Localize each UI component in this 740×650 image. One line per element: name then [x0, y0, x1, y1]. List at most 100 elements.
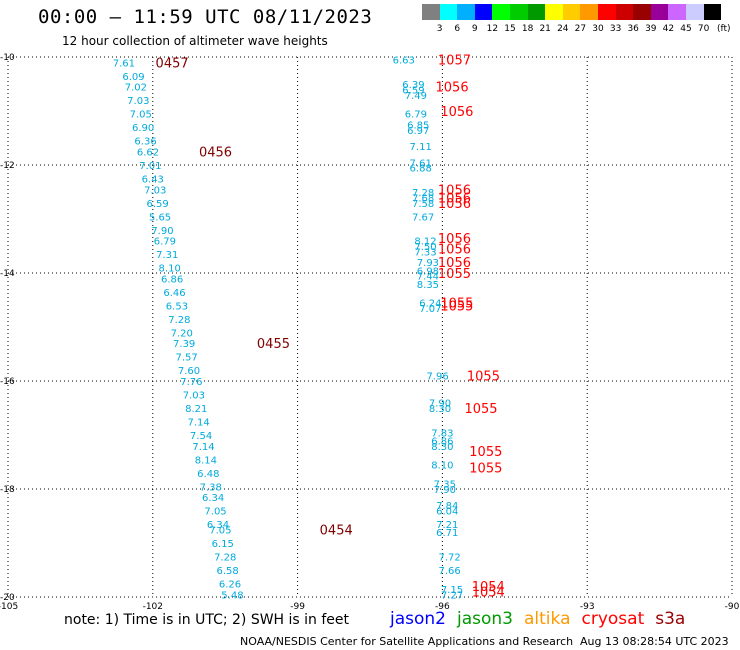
y-tick-label: -20 — [0, 593, 15, 603]
track1-swh-label: 7.39 — [173, 339, 195, 350]
track2-time-label: 1055 — [440, 297, 473, 312]
track2-time-label: 1056 — [438, 232, 471, 247]
track2-swh-label: 7.33 — [414, 247, 436, 258]
colorbar-swatch — [492, 4, 510, 20]
colorbar-label: 15 — [504, 24, 516, 34]
track2-swh-label: 7.90 — [429, 399, 451, 410]
track2-swh-label: 6.04 — [436, 507, 458, 518]
satellite-legend: jason2 jason3 altika cryosat s3a — [390, 609, 696, 629]
track1-swh-label: 6.36 — [134, 137, 156, 148]
track2-swh-label: 8.30 — [429, 404, 451, 415]
track1-swh-label: 7.38 — [200, 482, 222, 493]
track1-swh-label: 7.05 — [130, 110, 152, 121]
track2-time-label: 1055 — [438, 267, 471, 282]
track2-time-label: 1056 — [438, 191, 471, 206]
track1-swh-label: 7.05 — [209, 526, 231, 537]
track2-swh-label: 7.61 — [410, 158, 432, 169]
page-subtitle: 12 hour collection of altimeter wave hei… — [62, 34, 328, 48]
satellite-jason3: jason3 — [457, 609, 513, 629]
track1-swh-label: 6.34 — [202, 493, 224, 504]
colorbar-swatch — [615, 4, 634, 20]
track1-swh-label: 7.90 — [151, 226, 173, 237]
track1-swh-label: 7.05 — [204, 507, 226, 518]
y-tick-label: -12 — [0, 161, 15, 171]
track1-swh-label: 8.10 — [159, 264, 181, 275]
track1-swh-label: 6.48 — [197, 469, 219, 480]
track2-swh-label: 8.30 — [431, 442, 453, 453]
colorbar-swatch — [668, 4, 686, 20]
track1-swh-label: 6.09 — [122, 72, 144, 83]
track2-time-label: 1055 — [467, 370, 500, 385]
colorbar-label: 3 — [436, 24, 443, 34]
colorbar-swatch — [562, 4, 581, 20]
track2-time-label: 1056 — [438, 256, 471, 271]
track2-time-label: 1054 — [472, 580, 505, 595]
satellite-s3a: s3a — [655, 609, 686, 629]
track2-swh-label: 7.44 — [417, 272, 439, 283]
colorbar-swatch — [527, 4, 546, 20]
track1-swh-label: 6.59 — [146, 199, 168, 210]
colorbar-label: 39 — [645, 24, 657, 34]
track1-swh-label: 7.60 — [178, 366, 200, 377]
track2-swh-label: 7.96 — [426, 372, 448, 383]
track1-swh-label: 6.58 — [216, 566, 238, 577]
track1-swh-label: 7.01 — [139, 161, 161, 172]
track1-swh-label: 6.34 — [207, 520, 229, 531]
track1-swh-label: 6.62 — [137, 148, 159, 159]
colorbar-label: 30 — [592, 24, 604, 34]
track1-swh-label: 7.02 — [125, 83, 147, 94]
track2-swh-label: 7.67 — [412, 212, 434, 223]
track2-swh-label: 7.21 — [436, 520, 458, 531]
x-tick-label: -96 — [435, 602, 450, 612]
colorbar-label: 36 — [627, 24, 639, 34]
track2-swh-label: 7.35 — [434, 480, 456, 491]
track2-time-label: 1056 — [438, 243, 471, 258]
track2-time-label: 1056 — [438, 197, 471, 212]
track1-swh-label: 6.90 — [132, 123, 154, 134]
track2-swh-label: 6.85 — [407, 121, 429, 132]
colorbar-swatch — [686, 4, 704, 20]
colorbar-swatch — [457, 4, 475, 20]
track1-swh-label: 7.14 — [188, 418, 210, 429]
track2-time-label: 1055 — [464, 402, 497, 417]
track2-swh-label: 6.24 — [419, 299, 441, 310]
track2-swh-label: 7.83 — [431, 428, 453, 439]
track2-time-label: 1056 — [438, 183, 471, 198]
track1-time-label: 0455 — [257, 337, 290, 352]
x-tick-label: -90 — [725, 602, 740, 612]
y-tick-label: -16 — [0, 377, 15, 387]
colorbar-swatch — [580, 4, 598, 20]
track2-swh-label: 6.88 — [410, 164, 432, 175]
colorbar-label: 33 — [609, 24, 622, 34]
track2-swh-label: 7.68 — [412, 193, 434, 204]
track2-swh-label: 6.79 — [405, 110, 427, 121]
track1-swh-label: 6.86 — [161, 274, 183, 285]
track1-swh-label: 6.43 — [142, 175, 164, 186]
track2-swh-label: 8.12 — [414, 237, 436, 248]
colorbar-swatch — [474, 4, 493, 20]
track1-swh-label: 8.21 — [185, 404, 207, 415]
track1-swh-label: 7.03 — [144, 185, 166, 196]
track2-swh-label: 7.11 — [410, 142, 432, 153]
x-tick-label: -105 — [0, 602, 18, 612]
colorbar-swatch — [510, 4, 528, 20]
track1-swh-label: 6.79 — [154, 237, 176, 248]
colorbar-label: 9 — [471, 24, 478, 34]
colorbar-swatch — [598, 4, 616, 20]
track1-swh-label: 6.26 — [219, 580, 241, 591]
track1-time-label: 0456 — [199, 146, 232, 161]
track2-swh-label: 7.49 — [405, 91, 427, 102]
track1-swh-label: 5.48 — [221, 590, 243, 601]
track2-swh-label: 8.35 — [417, 280, 439, 291]
track2-swh-label: 7.50 — [414, 242, 436, 253]
track2-swh-label: 7.84 — [436, 501, 458, 512]
colorbar-swatch — [703, 4, 722, 20]
track1-swh-label: 6.46 — [163, 288, 185, 299]
track2-swh-label: 6.98 — [417, 266, 439, 277]
track2-swh-label: 6.63 — [393, 56, 415, 67]
track2-swh-label: 7.72 — [439, 553, 461, 564]
colorbar-label: 24 — [557, 24, 569, 34]
track1-swh-label: 7.14 — [192, 442, 214, 453]
track1-time-label: 0457 — [156, 56, 189, 71]
